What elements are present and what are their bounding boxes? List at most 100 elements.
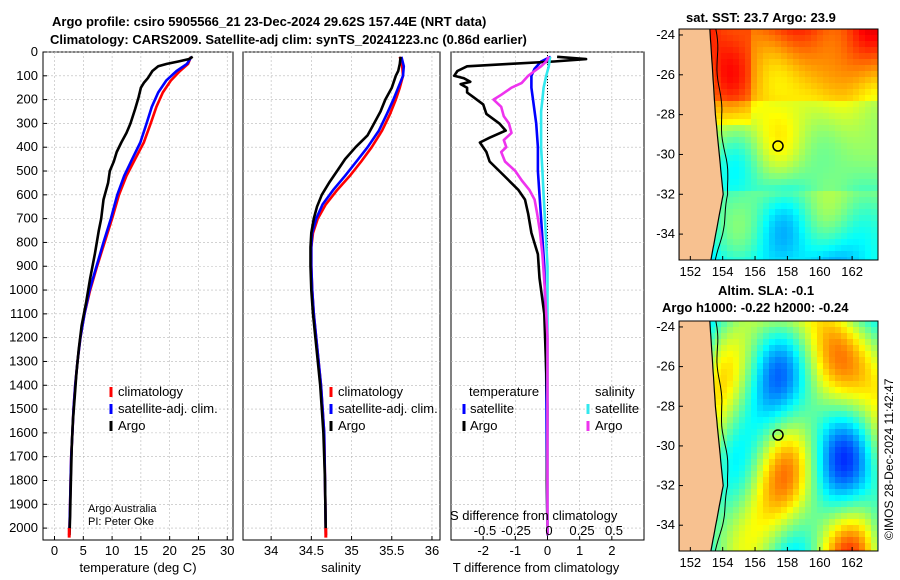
sla-cell	[853, 519, 859, 525]
sst-cell	[709, 257, 715, 260]
sla-cell	[787, 519, 793, 525]
sla-cell	[763, 525, 769, 531]
sst-cell	[733, 89, 739, 95]
sst-cell	[823, 59, 829, 65]
sla-cell	[733, 375, 739, 381]
sla-cell	[775, 357, 781, 363]
sst-cell	[865, 65, 871, 71]
sst-cell	[781, 239, 787, 245]
y-tick-label: 1800	[9, 472, 38, 487]
sla-cell	[829, 369, 835, 375]
sst-cell	[859, 143, 865, 149]
sla-cell	[811, 477, 817, 483]
sst-cell	[835, 131, 841, 137]
sst-cell	[793, 185, 799, 191]
sst-cell	[787, 215, 793, 221]
sla-cell	[841, 489, 847, 495]
x-tick-label: 0	[51, 543, 58, 558]
sst-cell	[733, 137, 739, 143]
sla-cell	[865, 333, 871, 339]
sst-cell	[871, 167, 877, 173]
sla-cell	[781, 339, 787, 345]
sst-cell	[733, 119, 739, 125]
sla-cell	[799, 489, 805, 495]
sla-cell	[727, 483, 733, 489]
argo-float-marker	[772, 140, 784, 152]
sst-cell	[853, 35, 859, 41]
sst-cell	[715, 53, 721, 59]
sst-map	[679, 29, 878, 260]
sla-cell	[811, 495, 817, 501]
sla-cell	[865, 543, 871, 549]
sst-cell	[781, 95, 787, 101]
sst-cell	[811, 113, 817, 119]
sst-cell	[817, 53, 823, 59]
sla-cell	[859, 387, 865, 393]
sla-cell	[823, 351, 829, 357]
sst-cell	[757, 89, 763, 95]
sla-cell	[757, 525, 763, 531]
sst-cell	[769, 221, 775, 227]
sla-cell	[757, 459, 763, 465]
sst-cell	[829, 107, 835, 113]
sla-cell	[871, 423, 877, 429]
sla-cell	[745, 363, 751, 369]
sst-cell	[721, 227, 727, 233]
sla-cell	[811, 441, 817, 447]
sla-cell	[817, 411, 823, 417]
sla-cell	[733, 447, 739, 453]
sst-cell	[793, 47, 799, 53]
sst-cell	[865, 155, 871, 161]
sla-cell	[841, 507, 847, 513]
sla-cell	[739, 405, 745, 411]
sst-cell	[757, 143, 763, 149]
sla-cell	[715, 363, 721, 369]
sla-cell	[781, 387, 787, 393]
sst-cell	[757, 251, 763, 257]
sst-cell	[829, 245, 835, 251]
sla-cell	[721, 531, 727, 537]
sla-cell	[871, 513, 877, 519]
sst-cell	[793, 179, 799, 185]
sst-cell	[865, 107, 871, 113]
sst-cell	[847, 191, 853, 197]
sst-cell	[841, 149, 847, 155]
sla-cell	[775, 495, 781, 501]
sst-cell	[853, 59, 859, 65]
sst-cell	[715, 125, 721, 131]
sla-cell	[775, 399, 781, 405]
sla-cell	[829, 441, 835, 447]
sla-cell	[847, 327, 853, 333]
sla-cell	[835, 471, 841, 477]
sla-cell	[865, 405, 871, 411]
sst-cell	[811, 257, 817, 260]
sst-cell	[865, 209, 871, 215]
sst-cell	[745, 215, 751, 221]
sst-cell	[799, 95, 805, 101]
sla-cell	[859, 405, 865, 411]
sla-cell	[799, 495, 805, 501]
sst-cell	[841, 41, 847, 47]
sla-cell	[799, 327, 805, 333]
sla-cell	[847, 477, 853, 483]
sla-cell	[829, 453, 835, 459]
sla-cell	[835, 351, 841, 357]
sst-cell	[787, 53, 793, 59]
sst-cell	[721, 179, 727, 185]
sla-cell	[847, 333, 853, 339]
sla-cell	[853, 537, 859, 543]
sst-cell	[787, 191, 793, 197]
sla-cell	[781, 393, 787, 399]
sla-cell	[799, 441, 805, 447]
sst-cell	[769, 149, 775, 155]
sst-cell	[799, 65, 805, 71]
sst-cell	[847, 257, 853, 260]
sst-cell	[781, 185, 787, 191]
sla-cell	[871, 459, 877, 465]
sst-cell	[763, 59, 769, 65]
sla-cell	[865, 537, 871, 543]
sla-cell	[853, 543, 859, 549]
sst-land	[679, 29, 724, 260]
sst-cell	[793, 197, 799, 203]
sla-cell	[829, 447, 835, 453]
